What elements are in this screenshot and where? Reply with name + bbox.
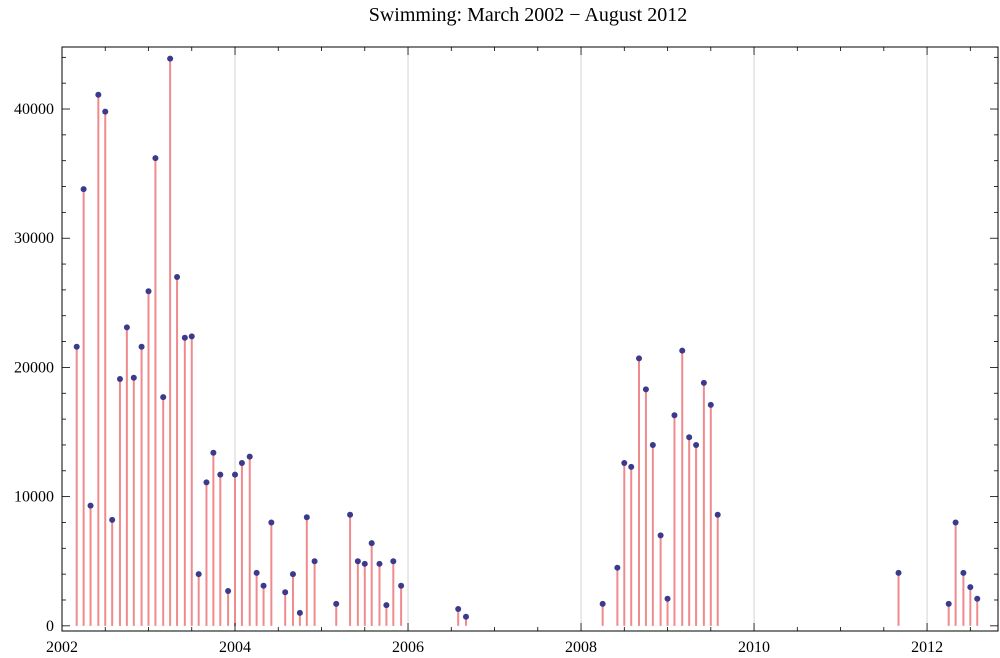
data-point [895, 569, 902, 576]
data-point [203, 479, 210, 486]
data-point [398, 582, 405, 589]
data-point [347, 511, 354, 518]
data-point [614, 564, 621, 571]
data-point [376, 560, 383, 567]
data-point [138, 343, 145, 350]
data-point [116, 376, 123, 383]
tick-labels: 2002 2004 2006 2008 2010 2012 0 10000 20000 30000… [14, 101, 943, 656]
data-point [455, 606, 462, 613]
data-point [260, 582, 267, 589]
data-point [714, 511, 721, 518]
data-point [693, 441, 700, 448]
data-point [671, 412, 678, 419]
data-point [181, 334, 188, 341]
data-point [303, 514, 310, 521]
x-tick-label: 2012 [911, 639, 943, 656]
data-point [628, 463, 635, 470]
data-point [657, 532, 664, 539]
x-tick-label: 2006 [392, 639, 424, 656]
data-point [368, 540, 375, 547]
y-tick-label: 40000 [14, 101, 54, 118]
x-tick-label: 2002 [46, 639, 78, 656]
data-point [974, 595, 981, 602]
stems [75, 58, 979, 626]
data-point [282, 589, 289, 596]
data-point [253, 569, 260, 576]
y-tick-label: 0 [46, 618, 54, 635]
data-points [73, 55, 981, 620]
data-point [642, 386, 649, 393]
axis-ticks [61, 47, 998, 631]
data-point [160, 394, 167, 401]
data-point [130, 374, 137, 381]
data-point [145, 288, 152, 295]
data-point [232, 471, 239, 478]
data-point [217, 471, 224, 478]
data-point [383, 602, 390, 609]
data-point [195, 571, 202, 578]
data-point [80, 186, 87, 193]
data-point [311, 558, 318, 565]
data-point [296, 609, 303, 616]
data-point [238, 460, 245, 467]
data-point [635, 355, 642, 362]
data-point [333, 600, 340, 607]
data-point [967, 584, 974, 591]
data-point [268, 519, 275, 526]
y-tick-label: 20000 [14, 359, 54, 376]
data-point [289, 571, 296, 578]
data-point [188, 333, 195, 340]
data-point [123, 324, 130, 331]
data-point [462, 613, 469, 620]
data-point [152, 155, 159, 162]
data-point [707, 401, 714, 408]
data-point [960, 569, 967, 576]
chart-title: Swimming: March 2002 − August 2012 [369, 4, 688, 26]
y-tick-label: 30000 [14, 230, 54, 247]
x-tick-label: 2010 [738, 639, 770, 656]
data-point [621, 460, 628, 467]
data-point [664, 595, 671, 602]
plot-frame [61, 46, 999, 632]
data-point [679, 347, 686, 354]
data-point [167, 55, 174, 62]
y-tick-label: 10000 [14, 489, 54, 506]
data-point [109, 516, 116, 523]
data-point [174, 273, 181, 280]
data-point [225, 587, 232, 594]
data-point [95, 91, 102, 98]
data-point [945, 600, 952, 607]
data-point [952, 519, 959, 526]
data-point [354, 558, 361, 565]
x-tick-label: 2008 [565, 639, 597, 656]
data-point [73, 343, 80, 350]
data-point [686, 434, 693, 441]
data-point [361, 560, 368, 567]
data-point [87, 502, 94, 509]
data-point [102, 108, 109, 115]
data-point [390, 558, 397, 565]
data-point [246, 453, 253, 460]
x-tick-label: 2004 [219, 639, 251, 656]
data-point [700, 379, 707, 386]
data-point [599, 600, 606, 607]
data-point [649, 441, 656, 448]
data-point [210, 449, 217, 456]
